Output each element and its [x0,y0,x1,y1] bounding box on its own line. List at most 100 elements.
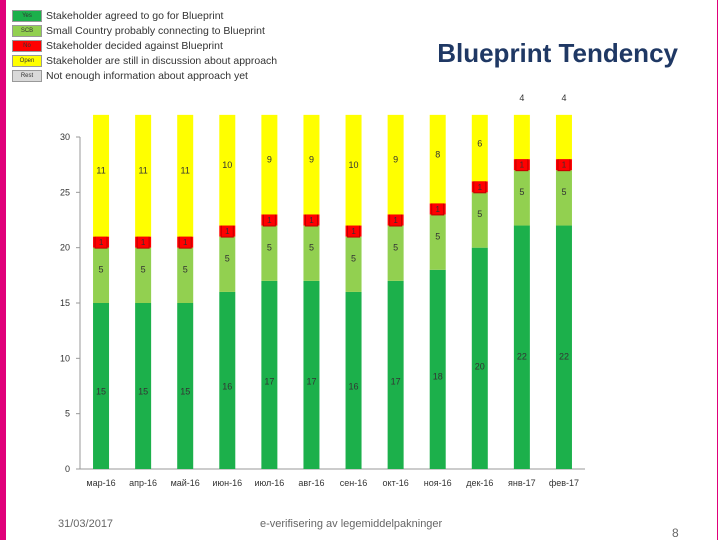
data-label-scb: 5 [99,265,104,275]
data-label-no: 1 [183,238,188,247]
bar-segment-open [471,114,488,182]
bar-segment-yes [177,303,194,469]
x-tick-label: июн-16 [212,478,242,488]
data-label-open: 8 [435,149,440,159]
data-label-no: 1 [520,161,525,170]
data-label-yes: 20 [475,361,485,371]
chart-title: Blueprint Tendency [437,38,678,68]
x-tick-label: июл-16 [254,478,284,488]
data-label-open: 11 [181,165,190,175]
y-tick-label: 20 [60,243,70,253]
x-tick-label: апр-16 [129,478,157,488]
bar-segment-scb [513,170,530,226]
data-label-no: 1 [351,227,356,236]
data-label-open: 9 [267,155,272,165]
x-tick-label: ноя-16 [424,478,452,488]
y-tick-label: 5 [65,409,70,419]
bar-segment-yes [303,280,320,469]
data-label-open: 4 [561,93,566,103]
x-tick-label: дек-16 [466,478,493,488]
legend-label-no: Stakeholder decided against Blueprint [46,39,223,52]
data-label-open: 4 [519,93,524,103]
bar-segment-open [261,114,278,215]
data-label-scb: 5 [267,242,272,252]
data-label-scb: 5 [477,209,482,219]
bar-segment-scb [177,247,194,303]
legend-swatch-no: No [12,39,42,52]
bar-segment-scb [387,225,404,281]
bar-segment-scb [261,225,278,281]
legend: Yes Stakeholder agreed to go for Bluepri… [12,8,277,83]
data-label-yes: 22 [517,351,527,361]
data-label-scb: 5 [435,231,440,241]
left-accent-stripe [0,0,6,540]
legend-row-open: Open Stakeholder are still in discussion… [12,53,277,68]
legend-swatch-rest: Rest [12,69,42,82]
bar-segment-open [429,114,446,204]
y-tick-label: 10 [60,353,70,363]
data-label-scb: 5 [309,242,314,252]
data-label-no: 1 [393,216,398,225]
legend-label-rest: Not enough information about approach ye… [46,69,248,82]
data-label-scb: 5 [561,187,566,197]
y-tick-label: 0 [65,464,70,474]
bar-segment-scb [471,192,488,248]
legend-swatch-scb: SCB [12,24,42,37]
bar-segment-open [177,114,194,237]
data-label-no: 1 [141,238,146,247]
bar-segment-yes [555,225,572,469]
bar-segment-yes [93,303,110,469]
data-label-yes: 18 [433,371,443,381]
bar-segment-open [219,114,236,226]
bar-segment-yes [219,291,236,469]
data-label-open: 11 [96,165,105,175]
data-label-open: 10 [349,160,359,170]
bar-segment-scb [555,170,572,226]
data-label-scb: 5 [351,254,356,264]
footer-date: 31/03/2017 [58,518,114,530]
data-label-open: 11 [138,165,147,175]
data-label-yes: 17 [391,376,401,386]
data-label-no: 1 [225,227,230,236]
data-label-no: 1 [562,161,567,170]
data-label-no: 1 [99,238,104,247]
x-tick-label: янв-17 [508,478,536,488]
bar-segment-open [513,114,530,160]
data-label-scb: 5 [141,265,146,275]
legend-label-open: Stakeholder are still in discussion abou… [46,54,278,67]
bar-segment-yes [513,225,530,469]
legend-label-scb: Small Country probably connecting to Blu… [46,24,265,37]
data-label-yes: 22 [559,351,569,361]
data-label-yes: 16 [222,381,232,391]
data-label-yes: 17 [264,376,274,386]
bar-segment-scb [303,225,320,281]
data-label-yes: 15 [138,386,148,396]
x-tick-label: фев-17 [549,478,579,488]
legend-row-scb: SCB Small Country probably connecting to… [12,23,277,38]
legend-row-no: No Stakeholder decided against Blueprint [12,38,277,53]
bar-segment-scb [345,236,362,292]
legend-row-yes: Yes Stakeholder agreed to go for Bluepri… [12,8,277,23]
x-tick-label: мар-16 [86,478,115,488]
bar-segment-scb [429,214,446,270]
bar-segment-yes [345,291,362,469]
data-label-open: 6 [477,139,482,149]
bar-segment-yes [471,247,488,469]
footer-center-text: e-verifisering av legemiddelpakninger [260,518,443,530]
x-tick-label: авг-16 [298,478,324,488]
legend-row-rest: Rest Not enough information about approa… [12,68,277,83]
data-label-scb: 5 [183,265,188,275]
bar-segment-open [345,114,362,226]
x-tick-label: сен-16 [340,478,367,488]
data-label-no: 1 [478,183,483,192]
bar-segment-open [555,114,572,160]
legend-swatch-open: Open [12,54,42,67]
data-label-scb: 5 [519,187,524,197]
x-tick-label: май-16 [171,478,200,488]
legend-label-yes: Stakeholder agreed to go for Blueprint [46,9,224,22]
data-label-open: 9 [393,155,398,165]
bar-segment-yes [387,280,404,469]
bar-segment-yes [261,280,278,469]
data-label-scb: 5 [225,254,230,264]
